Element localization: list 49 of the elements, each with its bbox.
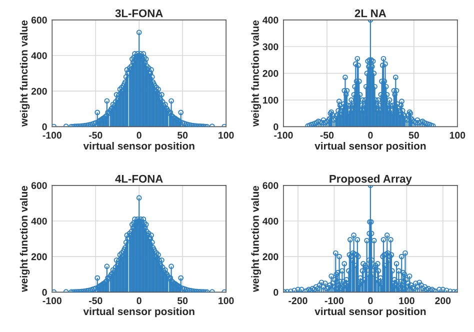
x-tick-label: 200 — [435, 297, 451, 304]
x-tick-label: -50 — [320, 132, 334, 139]
x-tick-label: 100 — [218, 132, 234, 139]
x-tick-label: -50 — [88, 297, 102, 304]
y-axis-title: weight function value — [251, 186, 262, 292]
y-axis-title: weight function value — [251, 20, 262, 127]
x-tick-label: 50 — [408, 132, 419, 139]
x-tick-label: 0 — [368, 297, 373, 304]
y-tick-label: 400 — [31, 218, 47, 225]
y-tick-label: 200 — [262, 70, 278, 77]
y-tick-label: 300 — [262, 43, 278, 50]
chart-title: 2L NA — [354, 9, 386, 18]
chart-title: 3L-FONA — [115, 9, 163, 18]
x-tick-label: 0 — [136, 132, 142, 139]
x-tick-label: -100 — [42, 132, 62, 139]
y-tick-label: 400 — [262, 218, 278, 225]
y-tick-label: 0 — [42, 288, 47, 296]
y-tick-label: 600 — [31, 16, 47, 24]
y-tick-label: 400 — [262, 16, 278, 24]
x-tick-label: -50 — [88, 132, 102, 139]
y-axis-title: weight function value — [20, 20, 30, 127]
x-tick-label: -100 — [42, 297, 62, 304]
x-tick-label: 100 — [399, 297, 414, 304]
y-tick-label: 600 — [262, 182, 278, 190]
x-tick-label: 100 — [450, 132, 466, 139]
x-tick-label: 50 — [177, 297, 188, 304]
x-tick-label: 0 — [136, 297, 142, 304]
y-tick-label: 0 — [274, 123, 278, 130]
y-tick-label: 400 — [31, 52, 47, 60]
x-tick-label: -100 — [324, 297, 344, 304]
x-tick-label: 0 — [368, 132, 373, 139]
chart-title: Proposed Array — [330, 174, 412, 185]
y-tick-label: 0 — [42, 123, 47, 130]
y-tick-label: 200 — [31, 88, 47, 95]
y-axis-title: weight function value — [20, 186, 30, 292]
x-axis-title: virtual sensor position — [314, 142, 426, 152]
chart-title: 4L-FONA — [115, 174, 163, 183]
y-tick-label: 0 — [274, 288, 278, 296]
x-axis-title: virtual sensor position — [314, 307, 426, 318]
x-tick-label: -100 — [274, 132, 293, 139]
x-tick-label: 50 — [177, 132, 188, 139]
y-tick-label: 200 — [262, 253, 278, 260]
x-axis-title: virtual sensor position — [83, 307, 194, 318]
x-axis-title: virtual sensor position — [83, 142, 194, 152]
y-tick-label: 100 — [263, 96, 278, 104]
y-tick-label: 200 — [31, 253, 47, 260]
y-tick-label: 600 — [31, 182, 47, 190]
x-tick-label: -200 — [288, 297, 308, 304]
x-tick-label: 100 — [218, 297, 234, 304]
